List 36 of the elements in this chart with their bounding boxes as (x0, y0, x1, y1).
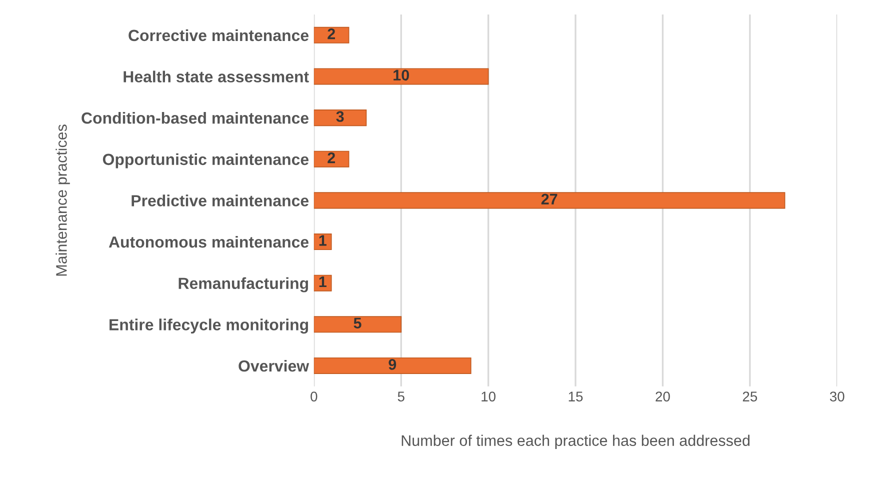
bar (314, 150, 350, 168)
y-tick-label: Health state assessment (124, 70, 309, 82)
x-tick-label: 15 (568, 392, 583, 402)
bar (314, 68, 489, 85)
bar (314, 316, 402, 333)
data-label: 3 (336, 111, 344, 122)
data-label: 1 (319, 235, 326, 246)
x-tick-label: 0 (310, 392, 318, 402)
bar (314, 233, 332, 250)
data-label: 5 (354, 318, 362, 329)
x-axis-title: Number of times each practice has been addressed (402, 434, 750, 450)
x-tick-label: 20 (656, 392, 670, 402)
data-label: 2 (328, 152, 335, 164)
x-tick-label: 10 (482, 392, 496, 402)
y-tick-label: Corrective maintenance (128, 29, 309, 42)
bar (314, 274, 332, 292)
bar (314, 110, 367, 126)
x-tick-label: 30 (830, 392, 844, 402)
data-label: 2 (328, 28, 335, 40)
bar (314, 26, 350, 44)
y-tick-label: Opportunistic maintenance (102, 153, 309, 168)
data-label: 10 (394, 70, 409, 81)
bar (314, 357, 472, 374)
y-tick-label: Remanufacturing (178, 277, 308, 292)
data-label: 9 (388, 359, 396, 370)
y-axis-title: Maintenance practices (56, 124, 70, 276)
bar (314, 192, 786, 209)
data-label: 27 (541, 194, 558, 204)
y-tick-label: Condition-based maintenance (82, 112, 309, 124)
x-tick-label: 5 (398, 392, 404, 402)
y-tick-label: Entire lifecycle monitoring (110, 318, 308, 334)
data-label: 1 (319, 276, 326, 288)
y-tick-label: Overview (238, 360, 310, 372)
y-tick-label: Predictive maintenance (132, 194, 309, 206)
y-tick-label: Autonomous maintenance (108, 236, 309, 248)
x-tick-label: 25 (742, 392, 758, 402)
